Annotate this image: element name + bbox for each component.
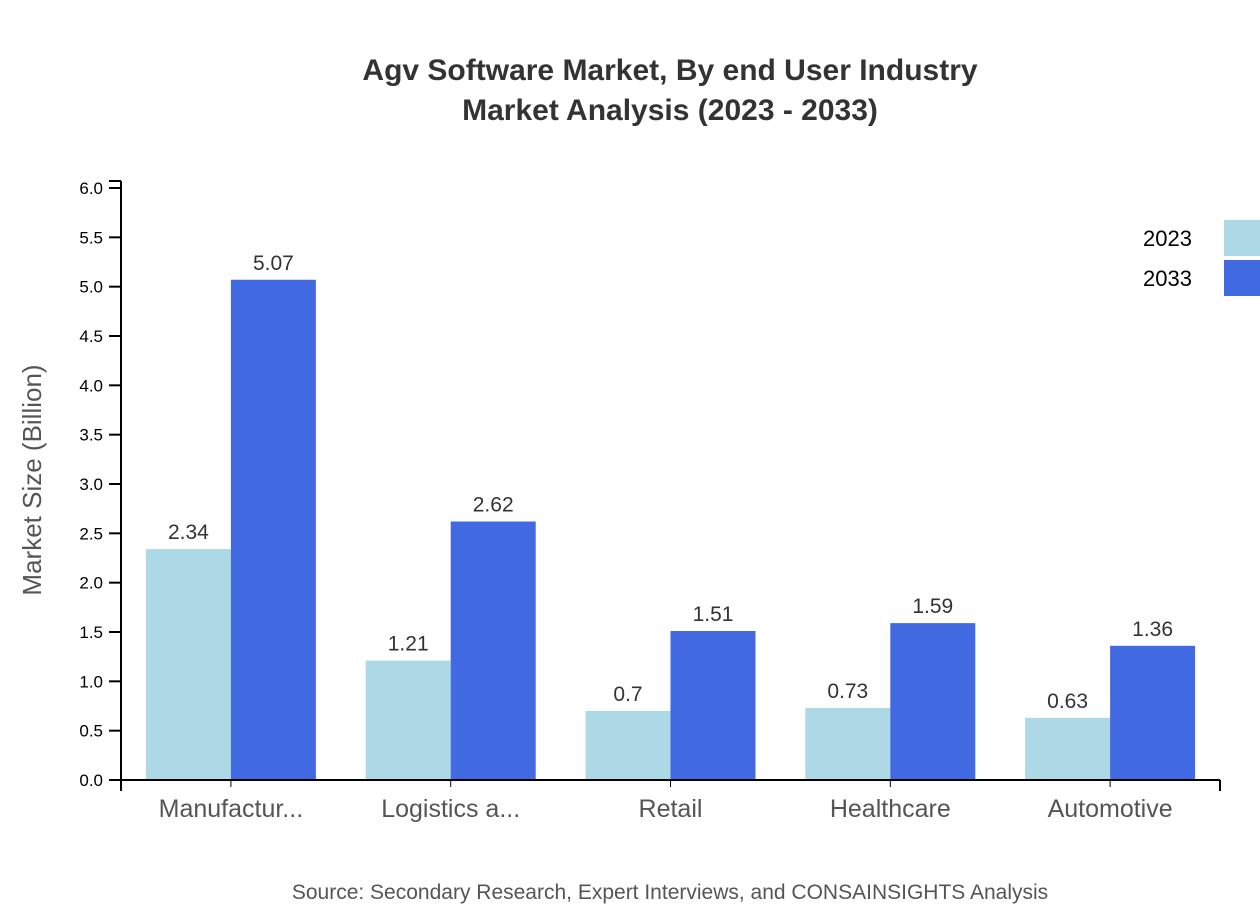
y-tick-label: 0.0 bbox=[79, 771, 103, 790]
bar-2033-0 bbox=[230, 279, 316, 780]
y-tick-label: 0.5 bbox=[79, 722, 103, 741]
legend-label: 2023 bbox=[1143, 226, 1192, 251]
data-label: 1.51 bbox=[693, 603, 734, 626]
data-label: 0.73 bbox=[827, 680, 868, 703]
x-tick-label: Automotive bbox=[1048, 795, 1173, 823]
bar-2023-2 bbox=[585, 710, 671, 780]
data-label: 0.63 bbox=[1047, 690, 1088, 713]
bar-2023-4 bbox=[1025, 717, 1111, 780]
y-tick-label: 2.5 bbox=[79, 524, 103, 543]
x-tick-label: Healthcare bbox=[830, 795, 951, 823]
source-note: Source: Secondary Research, Expert Inter… bbox=[292, 881, 1048, 904]
y-tick-label: 5.5 bbox=[79, 228, 103, 247]
x-tick-label: Manufactur... bbox=[159, 795, 304, 823]
bar-2033-3 bbox=[890, 623, 976, 780]
data-label: 1.36 bbox=[1132, 618, 1173, 641]
data-label: 1.21 bbox=[388, 633, 429, 656]
data-label: 0.7 bbox=[613, 683, 642, 706]
x-axis: Manufactur... Logistics a... Retail Healthc… bbox=[120, 779, 1221, 823]
y-tick-label: 3.5 bbox=[79, 426, 103, 445]
legend: 2023 2033 bbox=[1143, 220, 1260, 296]
chart-title-line2: Market Analysis (2023 - 2033) bbox=[462, 94, 878, 127]
data-label: 5.07 bbox=[253, 252, 294, 275]
legend-label: 2033 bbox=[1143, 266, 1192, 291]
y-tick-label: 1.5 bbox=[79, 623, 103, 642]
y-axis: 0.0 0.5 1.0 1.5 2.0 2.5 3.0 3.5 4.0 4.5 5.0 5.5 6.0 bbox=[79, 179, 122, 790]
y-tick-label: 4.0 bbox=[79, 376, 103, 395]
data-label: 2.34 bbox=[168, 521, 209, 544]
y-tick-label: 4.5 bbox=[79, 327, 103, 346]
y-axis-label: Market Size (Billion) bbox=[17, 364, 47, 595]
bar-2023-0 bbox=[145, 549, 231, 780]
legend-swatch-2033 bbox=[1224, 260, 1260, 296]
y-tick-label: 1.0 bbox=[79, 672, 103, 691]
data-label: 1.59 bbox=[912, 595, 953, 618]
legend-swatch-2023 bbox=[1224, 220, 1260, 256]
y-tick-label: 5.0 bbox=[79, 278, 103, 297]
data-label: 2.62 bbox=[473, 493, 514, 516]
y-tick-label: 6.0 bbox=[79, 179, 103, 198]
bar-2033-1 bbox=[450, 521, 536, 780]
bar-2033-4 bbox=[1110, 645, 1196, 780]
x-tick-label: Retail bbox=[639, 795, 703, 823]
bar-2023-3 bbox=[805, 707, 891, 780]
bars: 2.34 5.07 1.21 2.62 0.7 1.51 0.73 1.59 0.63 1.36 bbox=[145, 252, 1196, 780]
y-tick-label: 3.0 bbox=[79, 475, 103, 494]
bar-2033-2 bbox=[670, 631, 756, 780]
chart-title-line1: Agv Software Market, By end User Industr… bbox=[362, 54, 977, 87]
x-tick-label: Logistics a... bbox=[381, 795, 520, 823]
bar-2023-1 bbox=[365, 660, 451, 780]
y-tick-label: 2.0 bbox=[79, 574, 103, 593]
